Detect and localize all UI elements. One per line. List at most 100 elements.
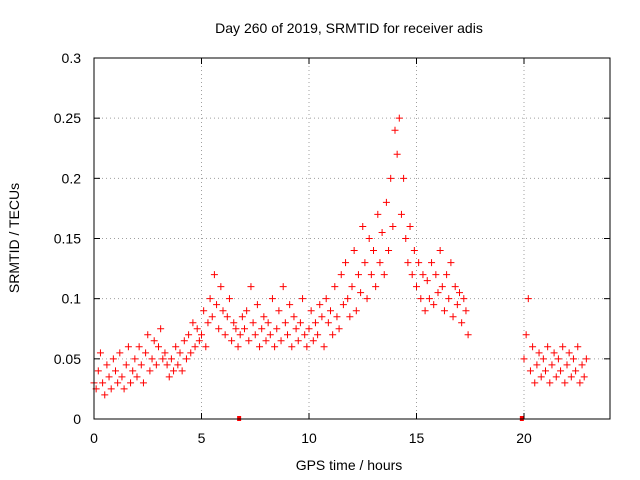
data-point (243, 307, 251, 315)
data-point (445, 295, 453, 303)
plot-frame (93, 57, 611, 420)
data-point (120, 385, 128, 393)
data-point (294, 337, 302, 345)
data-point (331, 283, 339, 291)
data-point (198, 331, 205, 339)
data-point (393, 150, 401, 158)
data-point (546, 379, 554, 387)
data-point (337, 271, 345, 279)
data-point (268, 295, 276, 303)
data-point (215, 325, 223, 333)
data-point (213, 301, 221, 309)
y-tick-label: 0.1 (62, 291, 82, 307)
y-tick-label: 0.15 (54, 231, 81, 247)
data-point (258, 325, 266, 333)
data-point (342, 259, 350, 267)
data-point (458, 319, 466, 327)
data-point (159, 355, 167, 363)
data-point (114, 379, 122, 387)
data-point (460, 295, 468, 303)
data-point (400, 174, 408, 182)
data-point (101, 391, 109, 399)
data-point (391, 126, 399, 134)
data-point (96, 349, 104, 357)
data-point (165, 373, 173, 381)
y-tick-label: 0 (73, 411, 81, 427)
data-point (539, 355, 547, 363)
data-point (225, 295, 233, 303)
data-point (344, 295, 352, 303)
data-point (185, 331, 193, 339)
data-point (408, 271, 416, 279)
data-point (574, 343, 582, 351)
data-point (228, 337, 236, 345)
data-point (335, 325, 343, 333)
data-point (563, 361, 571, 369)
data-point (402, 235, 410, 242)
data-point (382, 198, 390, 206)
data-point (206, 295, 214, 303)
data-point (182, 355, 190, 363)
data-point (447, 259, 455, 267)
data-point (155, 343, 162, 351)
data-point (449, 313, 457, 321)
data-point (395, 114, 403, 122)
data-point (387, 174, 395, 182)
data-point (370, 247, 377, 255)
data-point (417, 295, 425, 303)
data-point (537, 373, 545, 381)
data-point (346, 313, 354, 321)
data-point (434, 289, 442, 297)
data-point (279, 283, 287, 291)
data-point (266, 331, 274, 339)
data-point (309, 337, 317, 345)
data-point (210, 271, 218, 279)
data-point (178, 367, 186, 375)
data-point (284, 331, 291, 339)
data-point (193, 325, 201, 333)
data-point (529, 343, 537, 351)
data-point (451, 283, 459, 291)
data-point (146, 367, 154, 375)
data-point (357, 289, 365, 297)
data-point (144, 331, 152, 339)
data-point (428, 259, 436, 267)
data-point (320, 343, 328, 351)
data-point (404, 259, 412, 267)
data-point (187, 349, 195, 357)
data-point (262, 337, 270, 345)
data-point (189, 319, 197, 327)
data-point (557, 367, 565, 375)
data-point (161, 349, 169, 357)
data-point (286, 301, 294, 309)
data-point (281, 319, 289, 327)
data-point (249, 319, 257, 327)
data-point (191, 343, 199, 351)
data-point (314, 331, 322, 339)
data-point (307, 307, 315, 315)
y-axis-label: SRMTID / TECUs (6, 183, 22, 293)
data-point (150, 337, 158, 345)
data-point (339, 301, 347, 309)
data-point (376, 259, 384, 267)
data-point (241, 325, 248, 333)
data-point (99, 379, 107, 387)
data-point (567, 373, 575, 381)
data-point (103, 361, 111, 369)
grid-lines (94, 58, 610, 419)
data-point (533, 361, 541, 369)
data-point (365, 235, 373, 242)
data-point (440, 307, 448, 315)
data-point (219, 307, 227, 315)
data-point (350, 247, 358, 255)
data-point (195, 337, 203, 345)
data-point (118, 373, 126, 381)
data-point (359, 222, 367, 230)
scatter-points (90, 114, 590, 399)
data-point (236, 331, 244, 339)
data-point (221, 331, 229, 339)
data-point (524, 295, 532, 303)
data-point (264, 319, 272, 327)
data-point (354, 271, 362, 279)
